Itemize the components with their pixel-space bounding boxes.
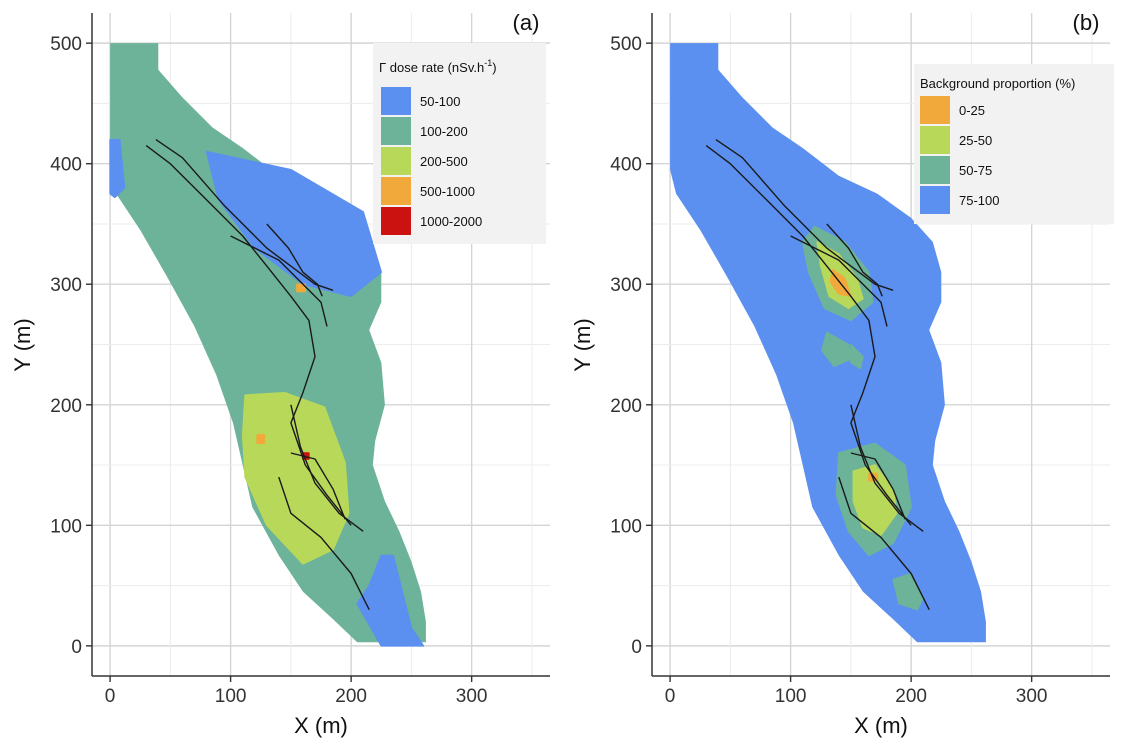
y-tick-label: 300 <box>50 275 82 296</box>
legend-swatch <box>920 156 950 184</box>
legend-swatch <box>920 126 950 154</box>
survey-track <box>290 452 346 520</box>
x-tick-label: 0 <box>105 686 116 707</box>
panel-label: (b) <box>1073 10 1100 35</box>
y-tick-label: 500 <box>610 34 642 55</box>
legend-swatch <box>381 117 411 145</box>
legend-label: 0-25 <box>959 103 985 118</box>
survey-track <box>826 223 883 297</box>
legend-swatch <box>381 87 411 115</box>
legend-title: Background proportion (%) <box>920 76 1075 91</box>
survey-track <box>850 404 924 532</box>
legend-swatch <box>381 207 411 235</box>
legend-label: 50-100 <box>420 94 460 109</box>
survey-track <box>705 145 912 526</box>
zone-50-100 <box>356 554 425 647</box>
y-tick-label: 0 <box>71 637 82 658</box>
legend-swatch <box>920 96 950 124</box>
legend-swatch <box>381 147 411 175</box>
y-tick-label: 0 <box>631 637 642 658</box>
x-tick-label: 300 <box>456 686 488 707</box>
survey-track <box>266 223 323 297</box>
x-tick-label: 300 <box>1016 686 1048 707</box>
legend-label: 75-100 <box>959 193 999 208</box>
y-tick-label: 500 <box>50 34 82 55</box>
legend-label: 50-75 <box>959 163 992 178</box>
x-tick-label: 100 <box>775 686 807 707</box>
dose-rate-map <box>109 43 426 647</box>
y-tick-label: 200 <box>50 396 82 417</box>
survey-track <box>790 235 888 327</box>
x-tick-label: 200 <box>335 686 367 707</box>
y-tick-label: 300 <box>610 275 642 296</box>
legend-label: 1000-2000 <box>420 214 482 229</box>
legend-title: Γ dose rate (nSv.h-1) <box>379 58 497 75</box>
zone-50-100 <box>205 150 383 298</box>
survey-track <box>230 235 328 327</box>
legend-items: 0-25 25-50 50-75 75-100 <box>920 96 999 214</box>
panel-a-chart: 0 100 200 300 0 100 200 300 400 500 (a) X (m) Y (… <box>10 10 550 738</box>
survey-tracks <box>705 139 930 611</box>
panel-label: (a) <box>513 10 540 35</box>
y-tick-label: 400 <box>50 155 82 176</box>
axis-ticks: 0 100 200 300 0 100 200 300 400 500 <box>610 34 1047 707</box>
zone-200-500 <box>241 391 350 565</box>
survey-track <box>290 404 364 532</box>
x-tick-label: 200 <box>895 686 927 707</box>
legend-label: 500-1000 <box>420 184 475 199</box>
zone-50-75 <box>892 572 924 611</box>
zone-25-50 <box>852 464 898 536</box>
survey-track <box>850 452 906 520</box>
legend-swatch <box>381 177 411 205</box>
zone-50-100 <box>109 138 126 199</box>
legend: Background proportion (%) 0-25 25-50 50-75… <box>914 64 1114 224</box>
y-axis-title: Y (m) <box>570 318 595 371</box>
survey-tracks <box>145 139 370 611</box>
x-axis-title: X (m) <box>854 713 908 738</box>
survey-track <box>838 476 930 611</box>
legend-label: 25-50 <box>959 133 992 148</box>
y-tick-label: 200 <box>610 396 642 417</box>
axis-ticks: 0 100 200 300 0 100 200 300 400 500 <box>50 34 487 707</box>
zone-50-75 <box>821 331 852 367</box>
x-tick-label: 0 <box>665 686 676 707</box>
y-axis-title: Y (m) <box>10 318 35 371</box>
y-tick-label: 100 <box>50 516 82 537</box>
legend-items: 50-100 100-200 200-500 500-1000 1000-2000 <box>381 87 482 235</box>
legend-swatch <box>920 186 950 214</box>
legend: Γ dose rate (nSv.h-1) 50-100 100-200 200-5… <box>373 43 546 244</box>
legend-label: 100-200 <box>420 124 468 139</box>
zone-500-1000 <box>256 434 266 445</box>
x-tick-label: 100 <box>215 686 247 707</box>
x-axis-title: X (m) <box>294 713 348 738</box>
legend-label: 200-500 <box>420 154 468 169</box>
y-tick-label: 100 <box>610 516 642 537</box>
panel-b-chart: 0 100 200 300 0 100 200 300 400 500 (b) X (m) Y (… <box>570 10 1114 738</box>
y-tick-label: 400 <box>610 155 642 176</box>
survey-track <box>145 145 352 526</box>
survey-track <box>278 476 370 611</box>
background-proportion-map <box>670 43 986 643</box>
